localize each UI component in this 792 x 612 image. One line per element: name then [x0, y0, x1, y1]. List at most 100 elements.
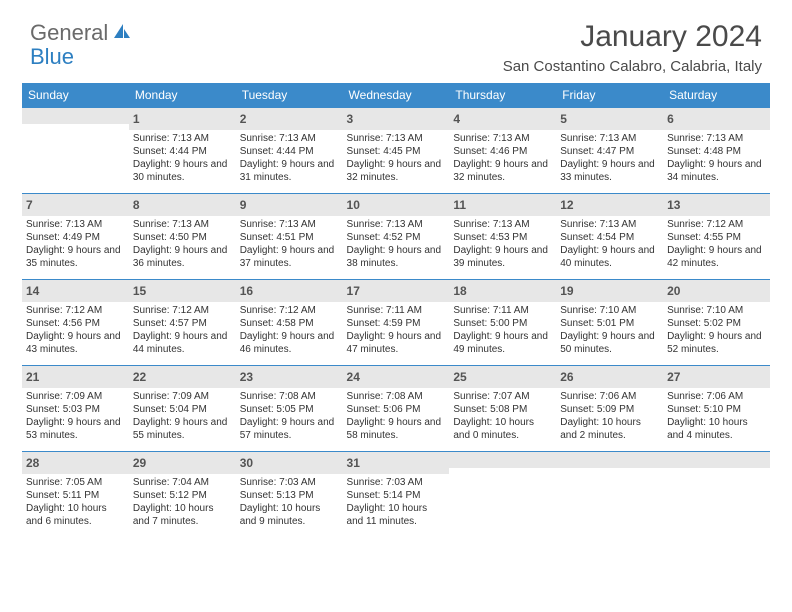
- day-number: 25: [453, 370, 466, 384]
- sunset-text: Sunset: 4:59 PM: [347, 317, 446, 330]
- sunrise-text: Sunrise: 7:04 AM: [133, 476, 232, 489]
- sunrise-text: Sunrise: 7:13 AM: [560, 218, 659, 231]
- day-number-bar: 16: [236, 279, 343, 302]
- daylight-text: Daylight: 9 hours and 37 minutes.: [240, 244, 339, 270]
- logo-sail-icon: [112, 22, 132, 45]
- daylight-text: Daylight: 9 hours and 38 minutes.: [347, 244, 446, 270]
- calendar-day-cell: 11Sunrise: 7:13 AMSunset: 4:53 PMDayligh…: [449, 193, 556, 279]
- day-number-bar: 7: [22, 193, 129, 216]
- sunrise-text: Sunrise: 7:09 AM: [133, 390, 232, 403]
- day-content: Sunrise: 7:08 AMSunset: 5:05 PMDaylight:…: [236, 388, 343, 446]
- sunrise-text: Sunrise: 7:13 AM: [453, 218, 552, 231]
- sunset-text: Sunset: 5:05 PM: [240, 403, 339, 416]
- sunrise-text: Sunrise: 7:13 AM: [347, 132, 446, 145]
- sunrise-text: Sunrise: 7:13 AM: [453, 132, 552, 145]
- calendar-week-row: 7Sunrise: 7:13 AMSunset: 4:49 PMDaylight…: [22, 193, 770, 279]
- calendar-week-row: 21 Sunrise: 7:09 AM Sunset: 5:03 PM Dayligh…: [22, 365, 770, 451]
- day-content: Sunrise: 7:11 AMSunset: 5:00 PMDaylight:…: [449, 302, 556, 360]
- logo: General: [30, 20, 134, 46]
- day-number-bar: [22, 107, 129, 124]
- day-number-bar: 14: [22, 279, 129, 302]
- sunset-text: Sunset: 5:10 PM: [667, 403, 766, 416]
- sunset-text: Sunset: 4:56 PM: [26, 317, 125, 330]
- sunset-text: Sunset: 4:48 PM: [667, 145, 766, 158]
- sunset-text: Sunset: 4:45 PM: [347, 145, 446, 158]
- day-number-bar: [556, 451, 663, 468]
- sunrise-text: Sunrise: 7:13 AM: [560, 132, 659, 145]
- day-content: Sunrise: 7:03 AMSunset: 5:13 PMDaylight:…: [236, 474, 343, 532]
- calendar-day-cell: 26Sunrise: 7:06 AMSunset: 5:09 PMDayligh…: [556, 365, 663, 451]
- daylight-text: Daylight: 9 hours and 47 minutes.: [347, 330, 446, 356]
- day-content: Sunrise: 7:13 AMSunset: 4:44 PMDaylight:…: [129, 130, 236, 188]
- day-content: Sunrise: 7:10 AMSunset: 5:02 PMDaylight:…: [663, 302, 770, 360]
- day-number: 5: [560, 112, 567, 126]
- day-number-bar: 27: [663, 365, 770, 388]
- sunset-text: Sunset: 5:09 PM: [560, 403, 659, 416]
- day-number-bar: 4: [449, 107, 556, 130]
- day-number: 14: [26, 284, 39, 298]
- day-content: Sunrise: 7:13 AMSunset: 4:45 PMDaylight:…: [343, 130, 450, 188]
- sunset-text: Sunset: 5:06 PM: [347, 403, 446, 416]
- calendar-day-cell: [556, 451, 663, 537]
- day-number-bar: 20: [663, 279, 770, 302]
- daylight-text: Daylight: 10 hours and 9 minutes.: [240, 502, 339, 528]
- daylight-text: Daylight: 9 hours and 55 minutes.: [133, 416, 232, 442]
- daylight-text: Daylight: 9 hours and 43 minutes.: [26, 330, 125, 356]
- day-number: 22: [133, 370, 146, 384]
- day-content: Sunrise: 7:13 AMSunset: 4:52 PMDaylight:…: [343, 216, 450, 274]
- daylight-text: Daylight: 9 hours and 49 minutes.: [453, 330, 552, 356]
- day-number-bar: 25: [449, 365, 556, 388]
- month-title: January 2024: [503, 20, 762, 54]
- calendar-day-cell: 25Sunrise: 7:07 AMSunset: 5:08 PMDayligh…: [449, 365, 556, 451]
- day-number-bar: [663, 451, 770, 468]
- title-block: January 2024 San Costantino Calabro, Cal…: [503, 20, 762, 75]
- sunrise-text: Sunrise: 7:13 AM: [667, 132, 766, 145]
- calendar-day-cell: 22Sunrise: 7:09 AMSunset: 5:04 PMDayligh…: [129, 365, 236, 451]
- day-number: 31: [347, 456, 360, 470]
- day-content: Sunrise: 7:12 AMSunset: 4:58 PMDaylight:…: [236, 302, 343, 360]
- day-content: Sunrise: 7:08 AMSunset: 5:06 PMDaylight:…: [343, 388, 450, 446]
- daylight-text: Daylight: 9 hours and 35 minutes.: [26, 244, 125, 270]
- day-content: Sunrise: 7:05 AMSunset: 5:11 PMDaylight:…: [22, 474, 129, 532]
- day-header: Sunday: [22, 83, 129, 107]
- logo-text-general: General: [30, 20, 108, 46]
- sunrise-text: Sunrise: 7:03 AM: [240, 476, 339, 489]
- daylight-text: Daylight: 9 hours and 32 minutes.: [347, 158, 446, 184]
- day-number-bar: 23: [236, 365, 343, 388]
- day-number: 26: [560, 370, 573, 384]
- calendar-day-cell: 27Sunrise: 7:06 AMSunset: 5:10 PMDayligh…: [663, 365, 770, 451]
- day-number-bar: 29: [129, 451, 236, 474]
- day-number-bar: 10: [343, 193, 450, 216]
- day-number: 20: [667, 284, 680, 298]
- day-header: Wednesday: [343, 83, 450, 107]
- daylight-text: Daylight: 9 hours and 36 minutes.: [133, 244, 232, 270]
- day-content: Sunrise: 7:13 AMSunset: 4:44 PMDaylight:…: [236, 130, 343, 188]
- day-header: Friday: [556, 83, 663, 107]
- sunset-text: Sunset: 4:54 PM: [560, 231, 659, 244]
- calendar-table: Sunday Monday Tuesday Wednesday Thursday…: [22, 83, 770, 537]
- sunrise-text: Sunrise: 7:12 AM: [26, 304, 125, 317]
- sunset-text: Sunset: 4:46 PM: [453, 145, 552, 158]
- day-header: Monday: [129, 83, 236, 107]
- calendar-day-cell: 14 Sunrise: 7:12 AMSunset: 4:56 PMDayligh…: [22, 279, 129, 365]
- day-number-bar: 9: [236, 193, 343, 216]
- day-number: 6: [667, 112, 674, 126]
- calendar-day-cell: 3Sunrise: 7:13 AMSunset: 4:45 PMDaylight…: [343, 107, 450, 193]
- sunset-text: Sunset: 5:03 PM: [26, 403, 125, 416]
- sunrise-text: Sunrise: 7:11 AM: [453, 304, 552, 317]
- daylight-text: Daylight: 10 hours and 11 minutes.: [347, 502, 446, 528]
- day-number: 12: [560, 198, 573, 212]
- day-content: Sunrise: 7:13 AMSunset: 4:50 PMDaylight:…: [129, 216, 236, 274]
- daylight-text: Daylight: 10 hours and 6 minutes.: [26, 502, 125, 528]
- day-number: 17: [347, 284, 360, 298]
- calendar-day-cell: 10Sunrise: 7:13 AMSunset: 4:52 PMDayligh…: [343, 193, 450, 279]
- day-number: 21: [26, 370, 39, 384]
- day-number: 9: [240, 198, 247, 212]
- day-number: 24: [347, 370, 360, 384]
- calendar-day-cell: [22, 107, 129, 193]
- daylight-text: Daylight: 10 hours and 4 minutes.: [667, 416, 766, 442]
- day-number: 28: [26, 456, 39, 470]
- calendar-day-cell: [663, 451, 770, 537]
- day-content: Sunrise: 7:13 AMSunset: 4:51 PMDaylight:…: [236, 216, 343, 274]
- sunset-text: Sunset: 4:50 PM: [133, 231, 232, 244]
